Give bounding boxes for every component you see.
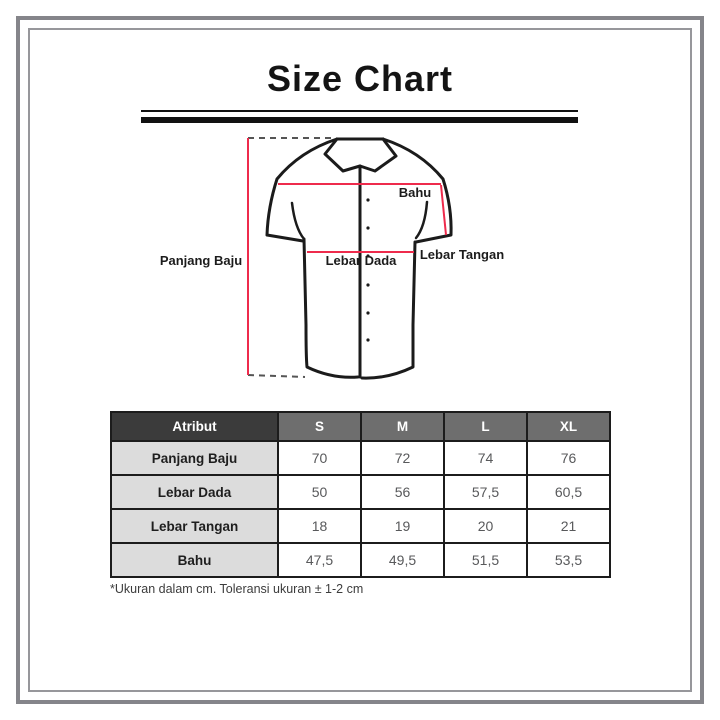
size-table: Atribut S M L XL Panjang Baju 70 72 74 7… xyxy=(110,411,611,578)
cell-value: 20 xyxy=(443,508,528,544)
cell-value: 51,5 xyxy=(443,542,528,578)
cell-value: 53,5 xyxy=(526,542,611,578)
column-header-m: M xyxy=(360,411,445,442)
page-title: Size Chart xyxy=(266,58,454,99)
table-row-lebar-tangan: Lebar Tangan 18 19 20 21 xyxy=(110,508,611,544)
inner-frame-border xyxy=(28,28,692,692)
measurement-lines xyxy=(247,138,447,375)
row-label: Lebar Tangan xyxy=(110,508,279,544)
table-row-bahu: Bahu 47,5 49,5 51,5 53,5 xyxy=(110,542,611,578)
cell-value: 60,5 xyxy=(526,474,611,510)
cell-value: 47,5 xyxy=(277,542,362,578)
measure-line-lebar-tangan xyxy=(440,184,447,236)
diagram-label-lebar-dada: Lebar Dada xyxy=(325,253,397,268)
diagram-label-lebar-tangan: Lebar Tangan xyxy=(419,247,505,262)
table-row-panjang-baju: Panjang Baju 70 72 74 76 xyxy=(110,440,611,476)
diagram-label-panjang-baju: Panjang Baju xyxy=(159,253,243,268)
cell-value: 70 xyxy=(277,440,362,476)
shirt-outline xyxy=(265,137,453,380)
cell-value: 76 xyxy=(526,440,611,476)
cell-value: 56 xyxy=(360,474,445,510)
row-label: Bahu xyxy=(110,542,279,578)
table-row-lebar-dada: Lebar Dada 50 56 57,5 60,5 xyxy=(110,474,611,510)
row-label: Panjang Baju xyxy=(110,440,279,476)
shirt-diagram-svg xyxy=(247,137,453,380)
cell-value: 72 xyxy=(360,440,445,476)
column-header-xl: XL xyxy=(526,411,611,442)
cell-value: 74 xyxy=(443,440,528,476)
cell-value: 50 xyxy=(277,474,362,510)
row-label: Lebar Dada xyxy=(110,474,279,510)
size-table-header-row: Atribut S M L XL xyxy=(110,411,611,442)
title-divider xyxy=(141,110,578,123)
size-tolerance-note: *Ukuran dalam cm. Toleransi ukuran ± 1-2… xyxy=(110,582,364,596)
shirt-buttons xyxy=(366,198,370,342)
cell-value: 57,5 xyxy=(443,474,528,510)
guide-dashed-lines xyxy=(247,137,336,378)
column-header-l: L xyxy=(443,411,528,442)
cell-value: 19 xyxy=(360,508,445,544)
outer-frame-border xyxy=(16,16,704,704)
column-header-atribut: Atribut xyxy=(110,411,279,442)
diagram-label-bahu: Bahu xyxy=(398,185,432,200)
title-divider-thin-line xyxy=(141,110,578,112)
cell-value: 18 xyxy=(277,508,362,544)
column-header-s: S xyxy=(277,411,362,442)
shirt-measurement-diagram: Bahu Panjang Baju Lebar Dada Lebar Tanga… xyxy=(140,125,580,395)
cell-value: 21 xyxy=(526,508,611,544)
title-divider-thick-line xyxy=(141,117,578,123)
cell-value: 49,5 xyxy=(360,542,445,578)
